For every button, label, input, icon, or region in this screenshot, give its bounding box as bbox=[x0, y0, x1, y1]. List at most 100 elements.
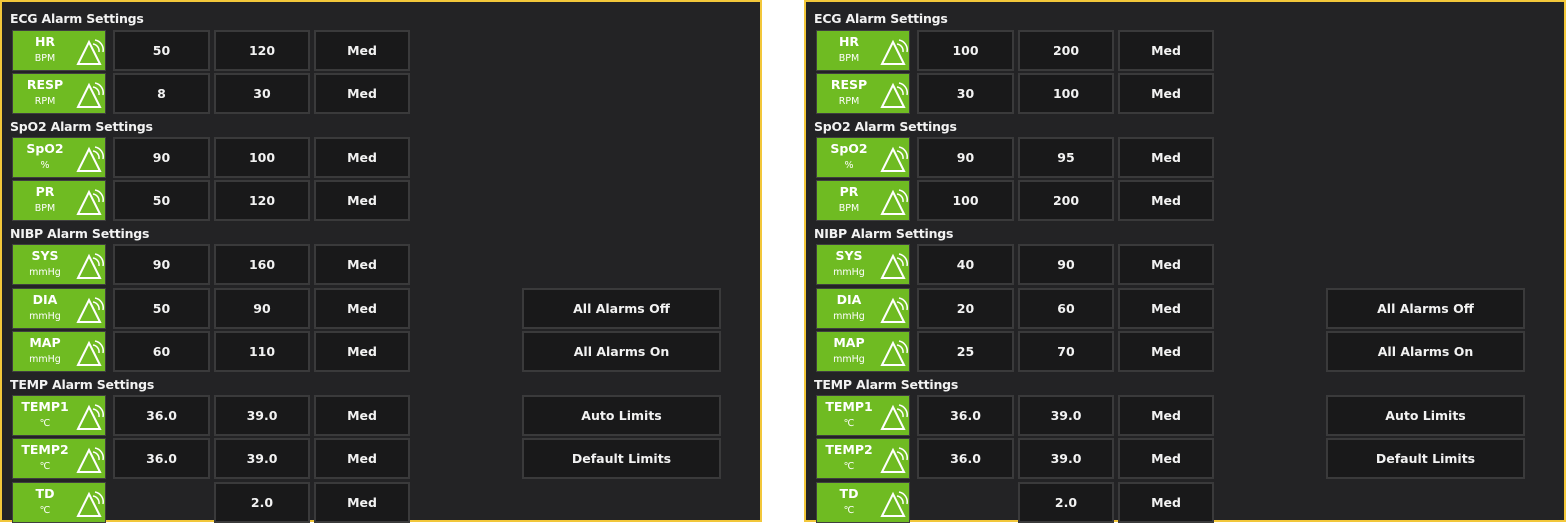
param-td-button[interactable]: TD ℃ bbox=[816, 482, 910, 523]
high-limit-field[interactable]: 39.0 bbox=[1018, 438, 1114, 479]
param-name: RESP bbox=[830, 77, 868, 92]
param-name: DIA bbox=[836, 292, 862, 307]
high-limit-field[interactable]: 39.0 bbox=[214, 438, 310, 479]
low-limit-field[interactable]: 100 bbox=[917, 180, 1014, 221]
high-limit-field[interactable]: 100 bbox=[214, 137, 310, 178]
alarm-level-field[interactable]: Med bbox=[314, 288, 410, 329]
low-limit-field[interactable]: 60 bbox=[113, 331, 210, 372]
param-pr-button[interactable]: PR BPM bbox=[12, 180, 106, 221]
param-dia-button[interactable]: DIA mmHg bbox=[12, 288, 106, 329]
low-limit-field[interactable]: 20 bbox=[917, 288, 1014, 329]
alarm-level-field[interactable]: Med bbox=[314, 482, 410, 523]
low-limit-field[interactable]: 90 bbox=[113, 137, 210, 178]
auto-button[interactable]: Auto Limits bbox=[522, 395, 721, 436]
alarm-level-field[interactable]: Med bbox=[1118, 244, 1214, 285]
param-unit: BPM bbox=[34, 53, 56, 64]
low-limit-field[interactable]: 25 bbox=[917, 331, 1014, 372]
high-limit-field[interactable]: 120 bbox=[214, 180, 310, 221]
alarm-level-field[interactable]: Med bbox=[314, 244, 410, 285]
alarm-level-field[interactable]: Med bbox=[1118, 137, 1214, 178]
param-unit: ℃ bbox=[39, 461, 51, 472]
high-limit-field[interactable]: 200 bbox=[1018, 180, 1114, 221]
param-hr-button[interactable]: HR BPM bbox=[12, 30, 106, 71]
param-unit: BPM bbox=[838, 53, 860, 64]
param-name: SYS bbox=[835, 248, 863, 263]
alarm-level-field[interactable]: Med bbox=[1118, 288, 1214, 329]
alarm-level-field[interactable]: Med bbox=[1118, 180, 1214, 221]
param-resp-button[interactable]: RESP RPM bbox=[12, 73, 106, 114]
high-limit-field[interactable]: 2.0 bbox=[1018, 482, 1114, 523]
alarm-level-field[interactable]: Med bbox=[1118, 73, 1214, 114]
auto-button[interactable]: Auto Limits bbox=[1326, 395, 1525, 436]
high-limit-field[interactable]: 30 bbox=[214, 73, 310, 114]
alarm-level-field[interactable]: Med bbox=[314, 73, 410, 114]
param-spo2-button[interactable]: SpO2 % bbox=[816, 137, 910, 178]
alarm-level-field[interactable]: Med bbox=[1118, 395, 1214, 436]
alarm-level-field[interactable]: Med bbox=[1118, 482, 1214, 523]
param-dia-button[interactable]: DIA mmHg bbox=[816, 288, 910, 329]
param-pr-button[interactable]: PR BPM bbox=[816, 180, 910, 221]
high-limit-field[interactable]: 200 bbox=[1018, 30, 1114, 71]
high-limit-field[interactable]: 70 bbox=[1018, 331, 1114, 372]
section-title: ECG Alarm Settings bbox=[814, 11, 948, 26]
default-button[interactable]: Default Limits bbox=[1326, 438, 1525, 479]
param-sys-button[interactable]: SYS mmHg bbox=[12, 244, 106, 285]
alarm-level-field[interactable]: Med bbox=[314, 331, 410, 372]
param-td-button[interactable]: TD ℃ bbox=[12, 482, 106, 523]
alarm-level-field[interactable]: Med bbox=[314, 395, 410, 436]
param-map-button[interactable]: MAP mmHg bbox=[816, 331, 910, 372]
param-resp-button[interactable]: RESP RPM bbox=[816, 73, 910, 114]
high-limit-field[interactable]: 90 bbox=[214, 288, 310, 329]
alarm-level-field[interactable]: Med bbox=[314, 438, 410, 479]
param-name: TEMP1 bbox=[21, 399, 69, 414]
section-title: SpO2 Alarm Settings bbox=[10, 119, 153, 134]
low-limit-field[interactable]: 90 bbox=[917, 137, 1014, 178]
high-limit-field[interactable]: 90 bbox=[1018, 244, 1114, 285]
high-limit-field[interactable]: 110 bbox=[214, 331, 310, 372]
param-map-button[interactable]: MAP mmHg bbox=[12, 331, 106, 372]
high-limit-field[interactable]: 39.0 bbox=[214, 395, 310, 436]
param-name: TEMP1 bbox=[825, 399, 873, 414]
param-spo2-button[interactable]: SpO2 % bbox=[12, 137, 106, 178]
low-limit-field[interactable]: 36.0 bbox=[113, 395, 210, 436]
low-limit-field[interactable]: 50 bbox=[113, 30, 210, 71]
low-limit-field[interactable]: 36.0 bbox=[917, 438, 1014, 479]
alarm-level-field[interactable]: Med bbox=[314, 180, 410, 221]
all-on-button[interactable]: All Alarms On bbox=[1326, 331, 1525, 372]
default-button[interactable]: Default Limits bbox=[522, 438, 721, 479]
low-limit-field[interactable]: 36.0 bbox=[113, 438, 210, 479]
alarm-bell-icon bbox=[879, 250, 909, 280]
low-limit-field[interactable]: 50 bbox=[113, 288, 210, 329]
low-limit-field[interactable]: 8 bbox=[113, 73, 210, 114]
alarm-level-field[interactable]: Med bbox=[1118, 30, 1214, 71]
low-limit-field[interactable]: 100 bbox=[917, 30, 1014, 71]
low-limit-field[interactable]: 90 bbox=[113, 244, 210, 285]
all-off-button[interactable]: All Alarms Off bbox=[1326, 288, 1525, 329]
low-limit-field[interactable]: 36.0 bbox=[917, 395, 1014, 436]
low-limit-field[interactable]: 30 bbox=[917, 73, 1014, 114]
high-limit-field[interactable]: 100 bbox=[1018, 73, 1114, 114]
param-name: PR bbox=[35, 184, 55, 199]
param-temp1-button[interactable]: TEMP1 ℃ bbox=[12, 395, 106, 436]
high-limit-field[interactable]: 39.0 bbox=[1018, 395, 1114, 436]
high-limit-field[interactable]: 95 bbox=[1018, 137, 1114, 178]
high-limit-field[interactable]: 60 bbox=[1018, 288, 1114, 329]
alarm-bell-icon bbox=[75, 250, 105, 280]
low-limit-field[interactable]: 40 bbox=[917, 244, 1014, 285]
param-temp2-button[interactable]: TEMP2 ℃ bbox=[12, 438, 106, 479]
low-limit-field[interactable]: 50 bbox=[113, 180, 210, 221]
alarm-level-field[interactable]: Med bbox=[314, 137, 410, 178]
alarm-level-field[interactable]: Med bbox=[1118, 331, 1214, 372]
alarm-level-field[interactable]: Med bbox=[1118, 438, 1214, 479]
high-limit-field[interactable]: 120 bbox=[214, 30, 310, 71]
param-sys-button[interactable]: SYS mmHg bbox=[816, 244, 910, 285]
high-limit-field[interactable]: 2.0 bbox=[214, 482, 310, 523]
param-temp2-button[interactable]: TEMP2 ℃ bbox=[816, 438, 910, 479]
all-off-button[interactable]: All Alarms Off bbox=[522, 288, 721, 329]
alarm-level-field[interactable]: Med bbox=[314, 30, 410, 71]
high-limit-field[interactable]: 160 bbox=[214, 244, 310, 285]
param-temp1-button[interactable]: TEMP1 ℃ bbox=[816, 395, 910, 436]
param-hr-button[interactable]: HR BPM bbox=[816, 30, 910, 71]
all-on-button[interactable]: All Alarms On bbox=[522, 331, 721, 372]
param-unit: ℃ bbox=[39, 505, 51, 516]
